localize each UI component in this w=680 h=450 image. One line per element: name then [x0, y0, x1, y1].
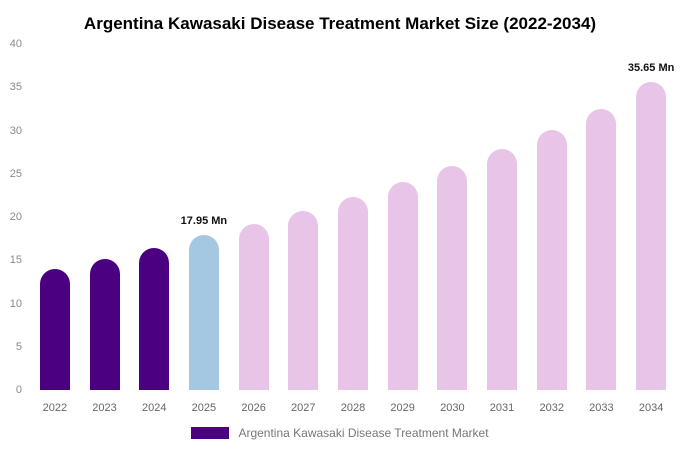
y-tick-5: 5 — [15, 340, 22, 353]
x-label-2033: 2033 — [589, 402, 614, 414]
y-tick-20: 20 — [9, 211, 22, 223]
x-label-2023: 2023 — [92, 402, 117, 414]
x-label-2031: 2031 — [489, 402, 515, 414]
y-axis: 0 5 10 15 20 25 30 35 40 — [0, 38, 26, 396]
x-label-2029: 2029 — [390, 402, 415, 414]
y-tick-25: 25 — [9, 167, 22, 180]
bar-2029 — [387, 182, 418, 390]
bar-cell-2032: 2032 — [527, 44, 577, 414]
x-label-2024: 2024 — [141, 402, 167, 414]
bar-2024 — [139, 248, 170, 390]
y-tick-35: 35 — [9, 81, 22, 94]
bar-2033 — [586, 108, 617, 390]
legend-swatch — [191, 427, 230, 439]
bar-cell-2034: 35.65 Mn 2034 — [626, 44, 676, 414]
bar-cell-2025: 17.95 Mn 2025 — [179, 44, 229, 414]
bar-2022 — [39, 268, 70, 390]
bar-cell-2023: 2023 — [80, 44, 130, 414]
x-label-2030: 2030 — [440, 402, 465, 414]
legend: Argentina Kawasaki Disease Treatment Mar… — [0, 426, 680, 440]
bar-cell-2031: 2031 — [477, 44, 527, 414]
bar-cell-2027: 2027 — [278, 44, 328, 414]
bar-2027 — [288, 210, 319, 390]
bar-cell-2030: 2030 — [428, 44, 478, 414]
bar-cell-2026: 2026 — [229, 44, 279, 414]
legend-label: Argentina Kawasaki Disease Treatment Mar… — [238, 426, 489, 440]
x-label-2025: 2025 — [191, 402, 217, 414]
plot-area: 2022 2023 2024 17.95 Mn 2025 2026 2027 2028 2029… — [30, 44, 676, 414]
bar-2023 — [89, 258, 120, 390]
y-tick-10: 10 — [9, 297, 22, 310]
bar-2032 — [536, 129, 567, 390]
y-tick-0: 0 — [15, 384, 22, 396]
bar-cell-2033: 2033 — [577, 44, 627, 414]
y-tick-40: 40 — [9, 38, 22, 50]
bar-2031 — [487, 148, 518, 390]
x-label-2022: 2022 — [42, 402, 68, 414]
x-label-2032: 2032 — [539, 402, 564, 414]
chart-title: Argentina Kawasaki Disease Treatment Mar… — [83, 14, 597, 33]
bar-value-label-2034: 35.65 Mn — [627, 61, 675, 74]
bar-2026 — [238, 223, 269, 390]
bar-2025 — [188, 234, 219, 390]
x-label-2028: 2028 — [340, 402, 366, 414]
x-label-2034: 2034 — [638, 402, 664, 414]
x-label-2027: 2027 — [291, 402, 316, 414]
bar-cell-2028: 2028 — [328, 44, 378, 414]
bar-cell-2029: 2029 — [378, 44, 428, 414]
y-tick-15: 15 — [9, 254, 22, 267]
y-tick-30: 30 — [9, 124, 22, 137]
chart-area: 0 5 10 15 20 25 30 35 40 2022 2023 2024 17.95 Mn 202… — [0, 38, 680, 414]
bar-value-label-2025: 17.95 Mn — [180, 214, 228, 227]
bar-2034 — [636, 81, 667, 390]
bar-2030 — [437, 165, 468, 390]
bar-2028 — [337, 197, 368, 390]
x-label-2026: 2026 — [241, 402, 266, 414]
bar-cell-2022: 2022 — [30, 44, 80, 414]
bar-cell-2024: 2024 — [129, 44, 179, 414]
